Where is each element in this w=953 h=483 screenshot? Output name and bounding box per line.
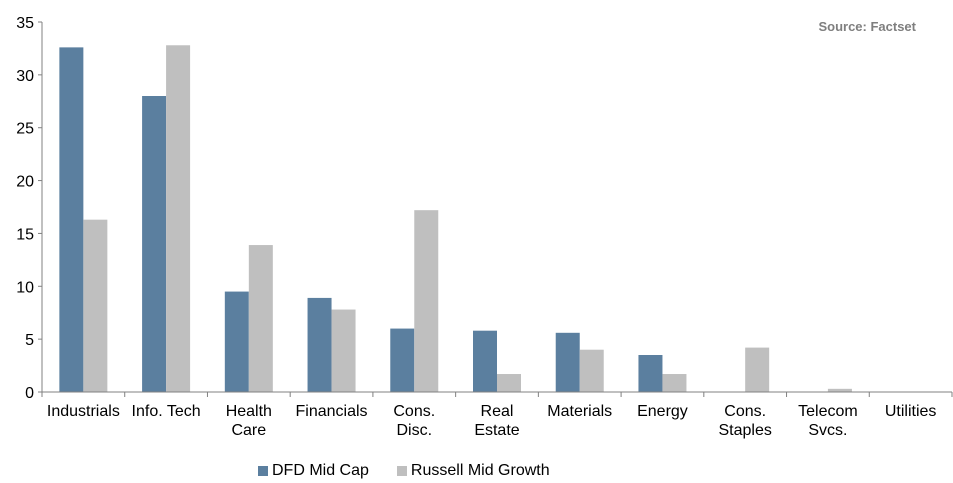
- x-tick-label: Info. Tech: [132, 403, 201, 420]
- x-tick-label: Real Estate: [474, 403, 519, 439]
- legend-item-series-2: Russell Mid Growth: [396, 462, 550, 480]
- bar-dfd-mid-cap: [390, 328, 415, 392]
- y-tick-label: 20: [16, 174, 34, 191]
- y-tick-label: 5: [25, 332, 34, 349]
- legend: DFD Mid Cap Russell Mid Growth: [258, 462, 578, 480]
- bar-russell-mid-growth: [827, 388, 852, 392]
- bar-dfd-mid-cap: [142, 96, 167, 392]
- y-axis: 0 5 10 15 20 25 30 35: [16, 15, 43, 402]
- bar-dfd-mid-cap: [555, 332, 580, 392]
- x-tick-label: Utilities: [885, 403, 937, 420]
- x-tick-label: Cons. Disc.: [393, 403, 435, 439]
- y-tick-label: 25: [16, 121, 34, 138]
- bar-russell-mid-growth: [662, 374, 687, 392]
- legend-label: DFD Mid Cap: [272, 462, 369, 479]
- bar-russell-mid-growth: [331, 309, 356, 392]
- x-tick-label: Industrials: [47, 403, 120, 420]
- x-tick-label: Health Care: [226, 403, 272, 439]
- x-tick-label: Telecom Svcs.: [798, 403, 858, 439]
- bar-russell-mid-growth: [248, 245, 273, 392]
- x-tick-label: Financials: [296, 403, 368, 420]
- bar-dfd-mid-cap: [473, 330, 497, 392]
- bar-russell-mid-growth: [579, 349, 604, 392]
- bar-russell-mid-growth: [745, 347, 770, 392]
- legend-item-series-1: DFD Mid Cap: [258, 462, 369, 480]
- x-tick-label: Cons. Staples: [718, 403, 771, 439]
- y-tick-label: 10: [16, 279, 34, 296]
- bar-dfd-mid-cap: [59, 47, 84, 392]
- legend-swatch: [258, 466, 268, 476]
- legend-label: Russell Mid Growth: [410, 462, 550, 479]
- bar-dfd-mid-cap: [638, 355, 663, 392]
- bar-russell-mid-growth: [414, 210, 439, 392]
- bar-dfd-mid-cap: [224, 291, 249, 392]
- bar-russell-mid-growth: [166, 45, 191, 392]
- x-tick-label: Materials: [547, 403, 612, 420]
- source-note: Source: Factset: [818, 19, 916, 34]
- y-tick-label: 15: [16, 226, 34, 243]
- bars: [59, 45, 852, 392]
- y-tick-label: 30: [16, 68, 34, 85]
- x-tick-label: Energy: [637, 403, 688, 420]
- legend-swatch: [396, 466, 407, 476]
- bar-russell-mid-growth: [83, 219, 108, 392]
- x-axis: Industrials Info. Tech Health Care Financial…: [41, 391, 953, 439]
- bar-russell-mid-growth: [497, 374, 521, 392]
- y-tick-label: 0: [25, 385, 34, 402]
- y-tick-label: 35: [16, 15, 34, 32]
- bar-dfd-mid-cap: [307, 297, 332, 392]
